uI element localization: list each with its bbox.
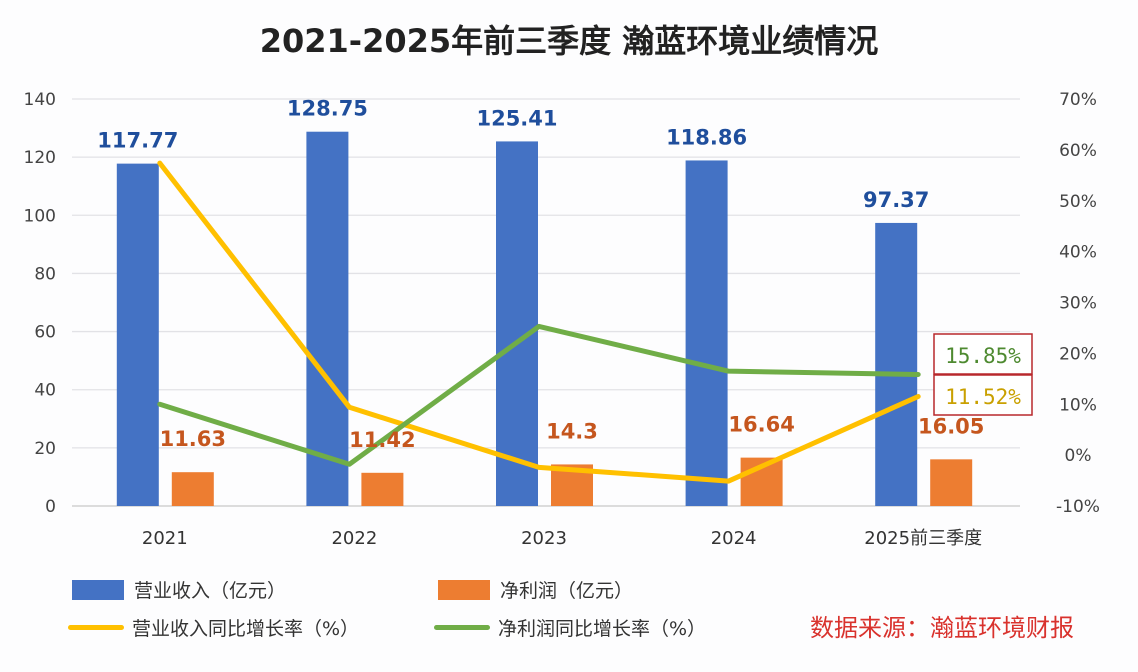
callout-box: [933, 374, 1033, 416]
right-tick-label: 40%: [1059, 243, 1097, 263]
left-tick-label: 60: [34, 323, 56, 343]
category-label: 2024: [711, 528, 757, 549]
right-tick-label: 50%: [1059, 192, 1097, 212]
legend-swatch-revenue: [72, 579, 124, 600]
revenue-data-label: 117.77: [97, 129, 178, 153]
legend-label-revenue-growth: 营业收入同比增长率（%）: [132, 618, 360, 640]
callout-label: 15.85%: [945, 344, 1021, 368]
left-tick-label: 120: [24, 148, 56, 168]
profit-data-label: 11.42: [349, 428, 415, 452]
revenue-bar: [875, 222, 918, 506]
lines: [157, 160, 921, 484]
revenue-bar: [685, 160, 728, 506]
revenue-data-label: 118.86: [666, 125, 747, 149]
revenue-growth-line: [157, 160, 921, 484]
right-tick-label: 60%: [1059, 141, 1097, 161]
profit-data-label: 14.3: [546, 419, 598, 443]
chart-canvas: 0 20 40 60 80 100 120 140 -10% 0% 10% 20% 30% 40% 50%…: [24, 90, 1100, 549]
profit-bar: [361, 472, 404, 506]
right-tick-label: 0%: [1065, 446, 1092, 466]
right-tick-label: 20%: [1059, 344, 1097, 364]
right-axis: -10% 0% 10% 20% 30% 40% 50% 60% 70%: [1056, 90, 1100, 517]
gridlines: [72, 98, 1020, 507]
left-tick-label: 140: [24, 90, 56, 110]
revenue-data-label: 97.37: [863, 188, 929, 212]
legend-item-revenue: 营业收入（亿元）: [72, 576, 286, 603]
legend-label-profit: 净利润（亿元）: [500, 580, 634, 602]
left-tick-label: 40: [34, 381, 56, 401]
legend-item-profit-growth: 净利润同比增长率（%）: [434, 614, 706, 641]
right-tick-label: 30%: [1059, 294, 1097, 314]
callouts: 15.85% 11.52%: [933, 333, 1033, 416]
callout-label: 11.52%: [945, 385, 1021, 409]
bars: [116, 131, 973, 506]
legend-swatch-revenue-growth: [68, 625, 124, 630]
data-labels: 117.77 128.75 125.41 118.86 97.37 11.63 11.42 1…: [97, 97, 984, 452]
legend-item-profit: 净利润（亿元）: [438, 576, 633, 603]
profit-data-label: 11.63: [160, 427, 226, 451]
category-label: 2022: [331, 528, 377, 549]
revenue-bar: [496, 141, 538, 506]
revenue-data-label: 128.75: [287, 97, 368, 121]
category-label: 2025前三季度: [864, 528, 982, 549]
category-label: 2023: [521, 528, 567, 549]
x-axis: 2021 2022 2023 2024 2025前三季度: [142, 528, 982, 549]
right-tick-label: 10%: [1059, 395, 1097, 415]
right-tick-label: 70%: [1059, 90, 1097, 110]
profit-data-label: 16.64: [728, 413, 794, 437]
profit-bar: [171, 472, 214, 506]
data-source-note: 数据来源：瀚蓝环境财报: [810, 614, 1074, 642]
left-axis: 0 20 40 60 80 100 120 140: [24, 90, 56, 517]
legend-swatch-profit-growth: [434, 625, 490, 630]
revenue-data-label: 125.41: [476, 106, 557, 130]
legend-label-profit-growth: 净利润同比增长率（%）: [498, 618, 707, 640]
left-tick-label: 0: [45, 497, 56, 517]
left-tick-label: 80: [34, 264, 56, 284]
revenue-bar: [116, 163, 159, 506]
legend-swatch-profit: [438, 579, 490, 600]
legend-item-revenue-growth: 营业收入同比增长率（%）: [68, 614, 359, 641]
revenue-bar: [306, 131, 349, 506]
callout-box: [933, 333, 1033, 375]
profit-data-label: 16.05: [918, 414, 984, 438]
category-label: 2021: [142, 528, 188, 549]
profit-bar: [930, 459, 973, 506]
left-tick-label: 20: [34, 439, 56, 459]
chart-title: 2021-2025年前三季度 瀚蓝环境业绩情况: [259, 22, 879, 60]
left-tick-label: 100: [24, 206, 56, 226]
profit-growth-line: [157, 323, 921, 467]
legend-label-revenue: 营业收入（亿元）: [134, 580, 287, 602]
right-tick-label: -10%: [1056, 497, 1100, 517]
